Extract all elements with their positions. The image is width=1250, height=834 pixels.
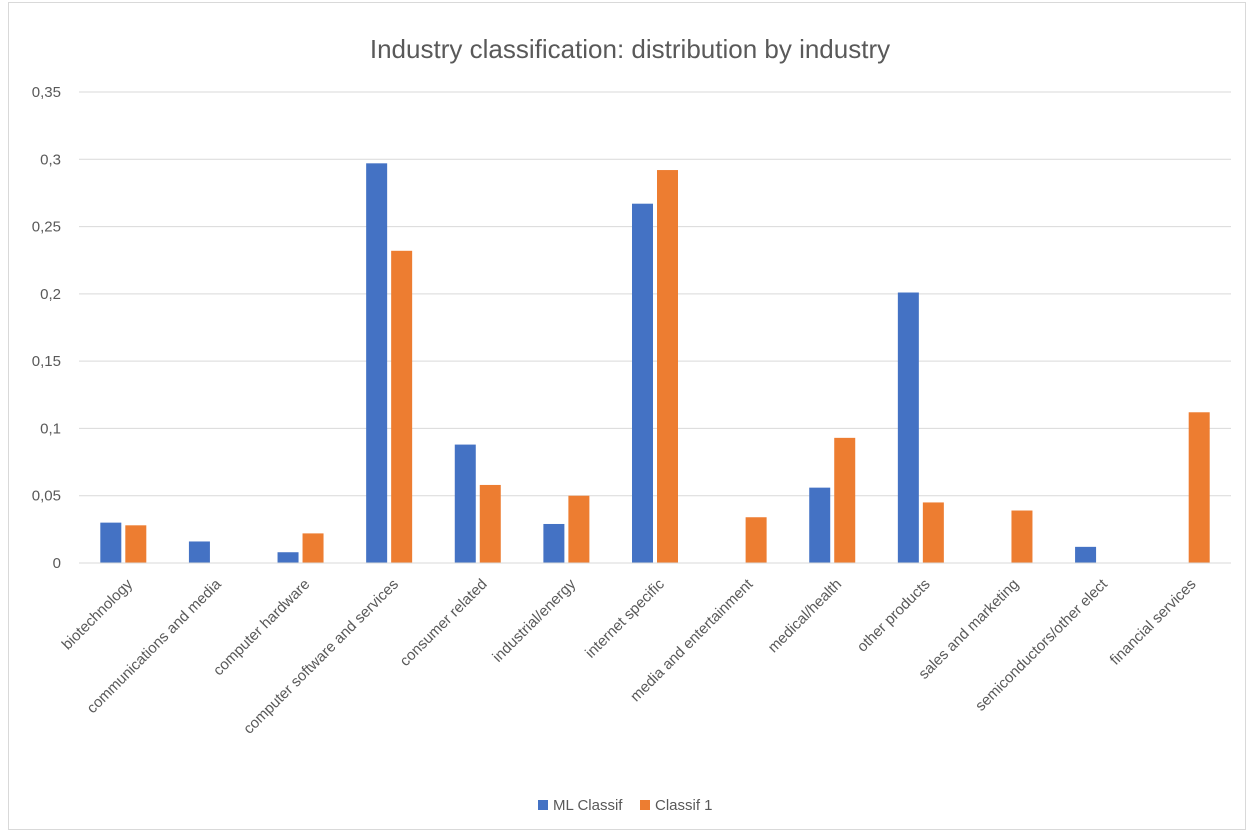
legend-label: Classif 1	[655, 797, 713, 814]
bar-ml-classif[interactable]	[188, 541, 210, 563]
chart-title: Industry classification: distribution by…	[370, 34, 890, 64]
legend-swatch	[538, 800, 548, 810]
y-tick-label: 0,35	[32, 84, 61, 101]
legend-swatch	[640, 800, 650, 810]
x-category-label: computer software and services	[240, 576, 402, 738]
bar-ml-classif[interactable]	[897, 292, 919, 563]
x-category-label: financial services	[1107, 576, 1200, 669]
bar-ml-classif[interactable]	[1075, 546, 1097, 563]
legend-label: ML Classif	[553, 797, 623, 814]
bar-classif-1[interactable]	[1188, 412, 1210, 563]
gridlines	[79, 91, 1231, 497]
x-category-label: industrial/energy	[489, 575, 579, 665]
bar-ml-classif[interactable]	[543, 523, 565, 563]
x-category-label: biotechnology	[59, 575, 137, 653]
y-tick-label: 0,15	[32, 353, 61, 370]
y-tick-label: 0,1	[40, 420, 61, 437]
bar-classif-1[interactable]	[922, 502, 944, 563]
x-category-label: consumer related	[397, 576, 491, 670]
bar-ml-classif[interactable]	[277, 552, 299, 563]
y-tick-label: 0	[53, 555, 61, 572]
x-category-label: internet specific	[582, 575, 668, 661]
bar-ml-classif[interactable]	[366, 163, 388, 563]
bar-classif-1[interactable]	[657, 170, 678, 563]
legend[interactable]: ML Classif Classif 1	[538, 797, 713, 814]
bar-ml-classif[interactable]	[454, 444, 476, 563]
y-axis-ticks: 0 0,05 0,1 0,15 0,2 0,25 0,3 0,35	[32, 84, 61, 572]
x-category-label: medical/health	[765, 576, 845, 656]
bar-classif-1[interactable]	[568, 495, 590, 563]
bars	[100, 163, 1210, 564]
x-category-label: computer hardware	[210, 576, 313, 679]
bar-classif-1[interactable]	[834, 437, 856, 563]
bar-ml-classif[interactable]	[632, 203, 653, 564]
bar-ml-classif[interactable]	[100, 522, 122, 563]
chart-area: Industry classification: distribution by…	[8, 2, 1246, 830]
y-tick-label: 0,2	[40, 286, 61, 303]
bar-classif-1[interactable]	[745, 517, 767, 563]
y-tick-label: 0,3	[40, 151, 61, 168]
bar-classif-1[interactable]	[391, 250, 413, 563]
bar-ml-classif[interactable]	[809, 487, 831, 563]
y-tick-label: 0,25	[32, 219, 61, 236]
bar-classif-1[interactable]	[302, 533, 324, 563]
bar-classif-1[interactable]	[1011, 510, 1033, 563]
y-tick-label: 0,05	[32, 488, 61, 505]
x-category-label: other products	[854, 576, 934, 656]
bar-classif-1[interactable]	[125, 525, 147, 563]
bar-classif-1[interactable]	[479, 484, 501, 563]
x-category-label: sales and marketing	[915, 576, 1022, 683]
bar-chart: Industry classification: distribution by…	[32, 34, 1231, 814]
